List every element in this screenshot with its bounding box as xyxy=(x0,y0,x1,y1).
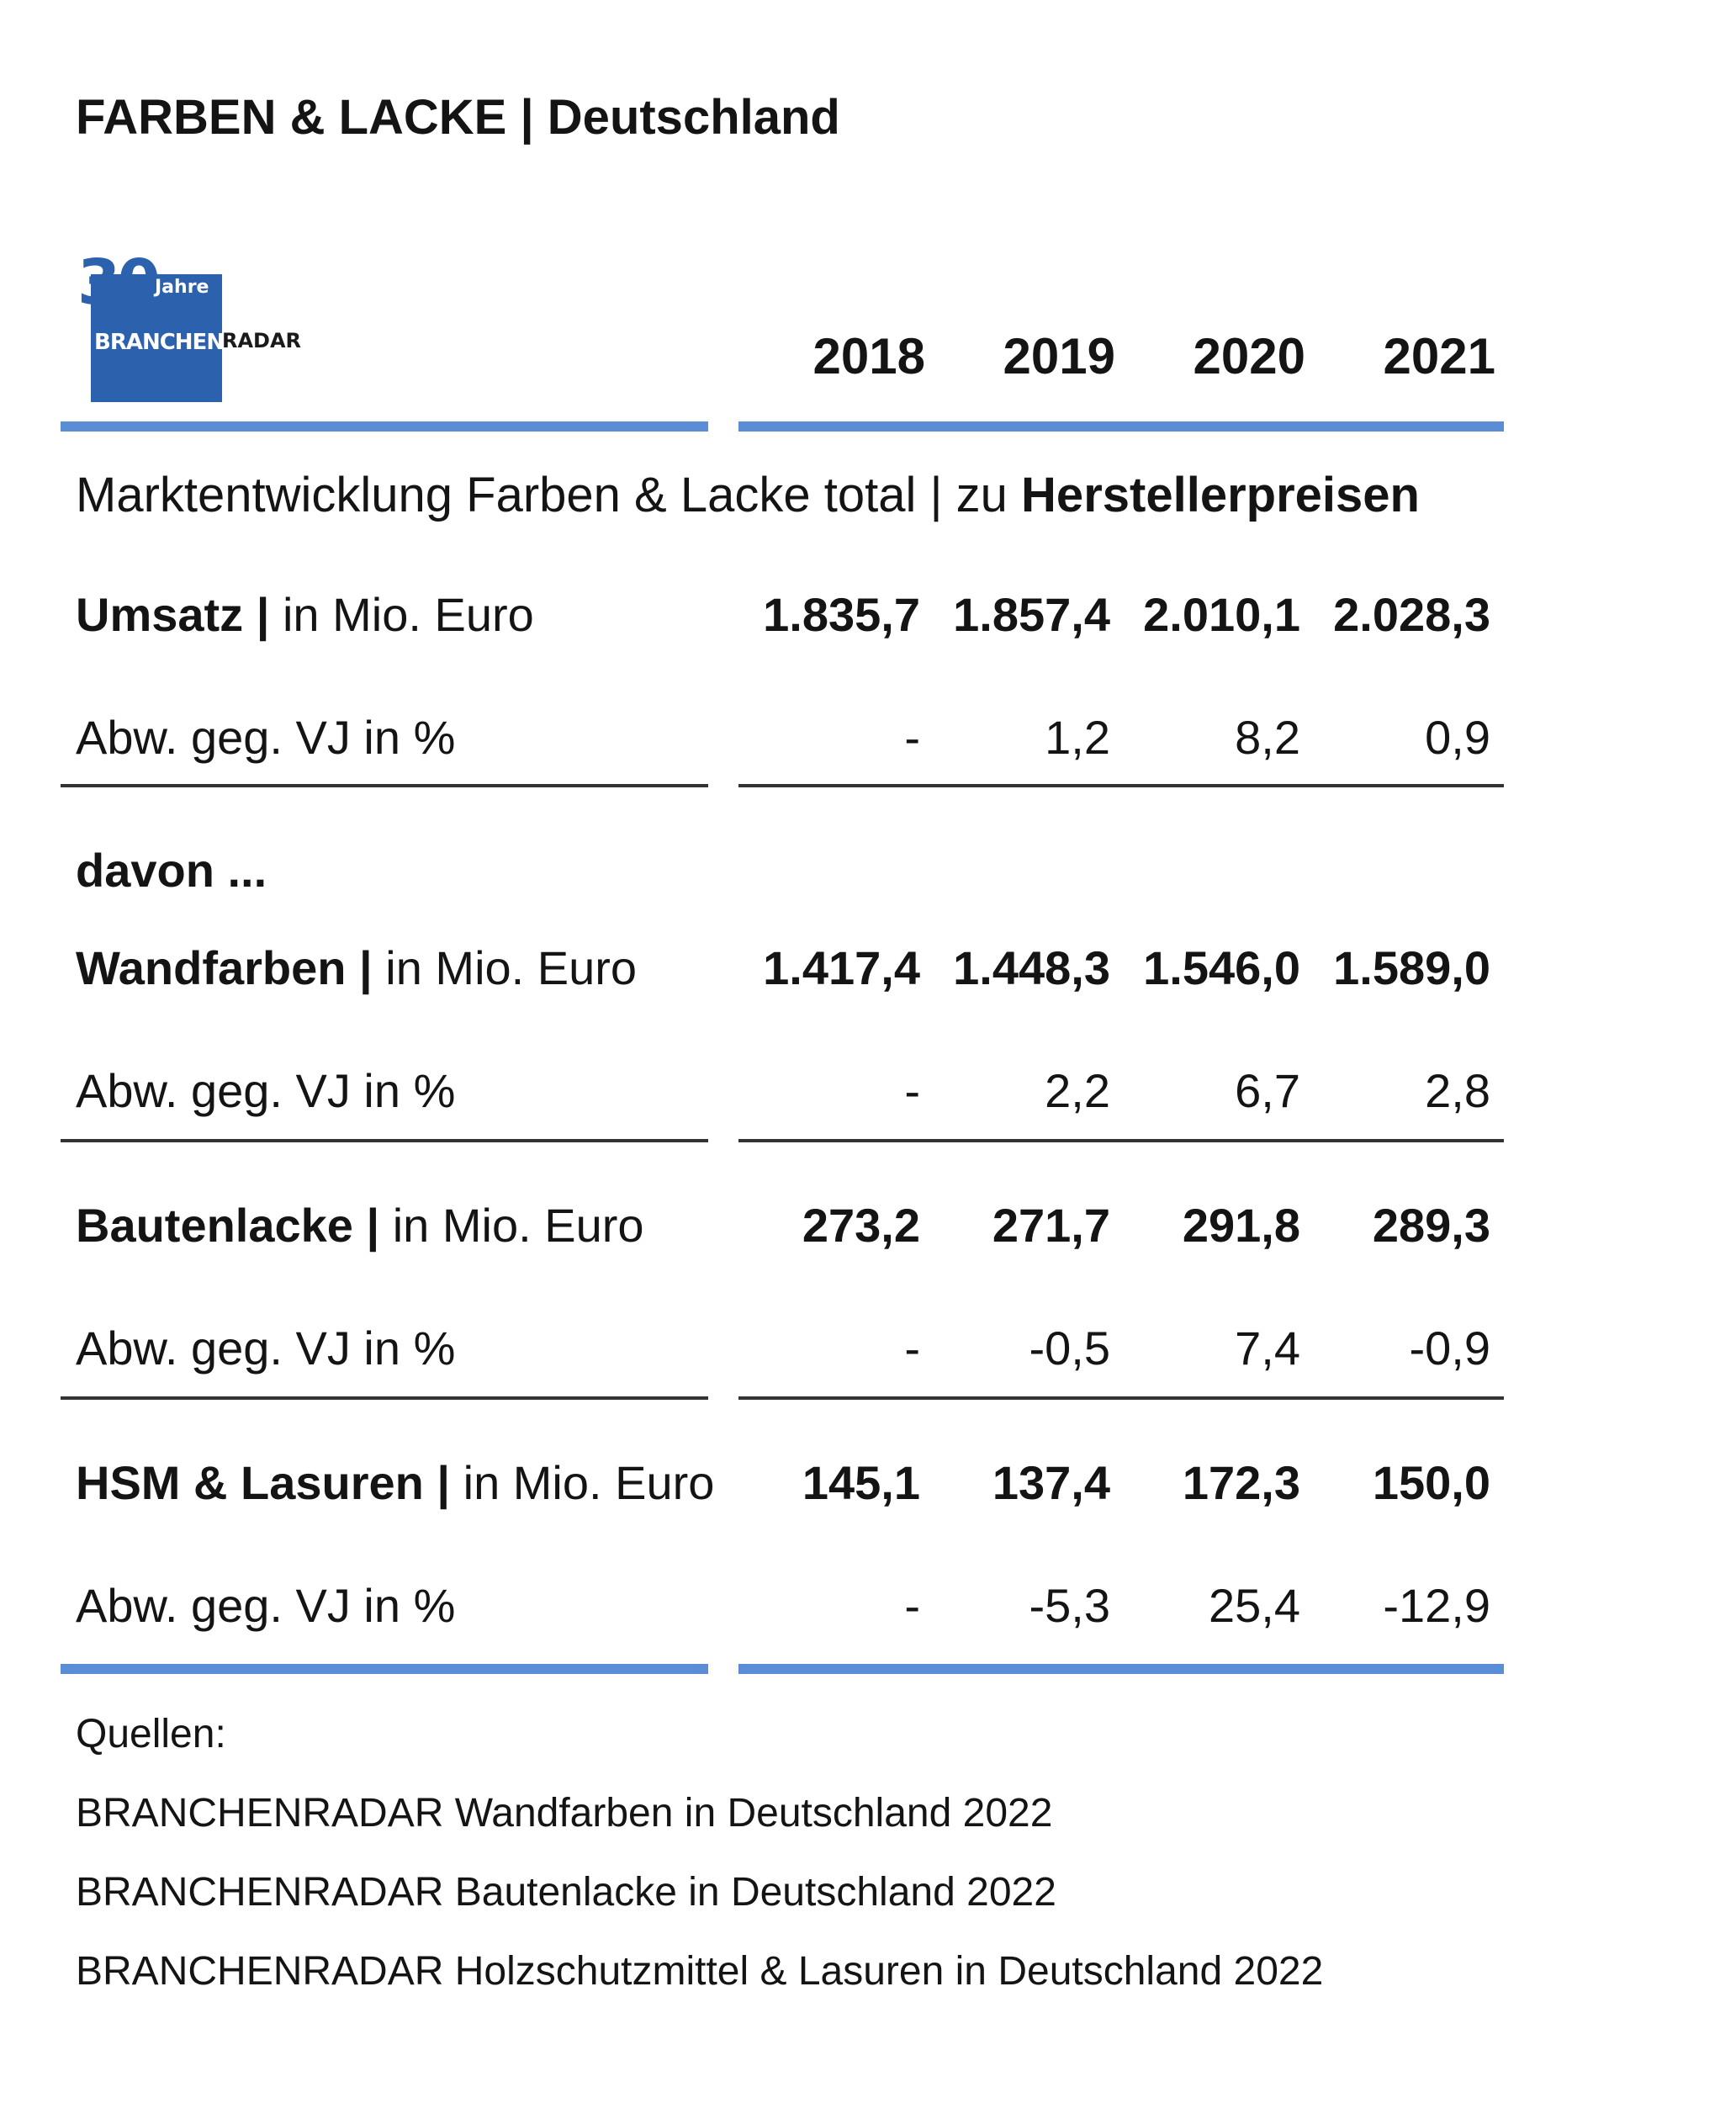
row-label-wandfarben: Wandfarben | in Mio. Euro xyxy=(76,939,637,998)
change-cell: - xyxy=(904,1579,920,1632)
row-label-bold: Bautenlacke | xyxy=(76,1199,380,1252)
year-header-2018: 2018 xyxy=(812,328,925,384)
change-cell: 8,2 xyxy=(1235,711,1300,764)
value-cell: 172,3 xyxy=(1182,1456,1300,1509)
year-header-2021: 2021 xyxy=(1383,328,1495,384)
logo-jahre: Jahre xyxy=(155,277,209,298)
change-cell: -0,5 xyxy=(1029,1322,1111,1375)
source-item: BRANCHENRADAR Holzschutzmittel & Lasuren… xyxy=(76,1949,1324,1994)
value-cell: 1.857,4 xyxy=(953,588,1110,641)
value-cell: 1.589,0 xyxy=(1333,941,1490,994)
change-label: Abw. geg. VJ in % xyxy=(76,711,456,764)
change-cell: - xyxy=(904,1322,920,1375)
value-cell: 271,7 xyxy=(992,1199,1110,1252)
logo-blue-box xyxy=(91,274,222,402)
value-cell: 145,1 xyxy=(802,1456,920,1509)
row-label-bold: HSM & Lasuren | xyxy=(76,1456,451,1509)
value-cell: 1.417,4 xyxy=(763,941,920,994)
change-cell: - xyxy=(904,711,920,764)
source-item: BRANCHENRADAR Wandfarben in Deutschland … xyxy=(76,1791,1053,1835)
value-cell: 289,3 xyxy=(1372,1199,1490,1252)
logo-brand: BRANCHEN xyxy=(94,330,225,355)
change-cell: 2,2 xyxy=(1045,1064,1110,1117)
section-header-bold: Herstellerpreisen xyxy=(1021,468,1420,522)
change-cell: 6,7 xyxy=(1235,1064,1300,1117)
branchenradar-logo: 30 Jahre BRANCHEN RADAR xyxy=(77,246,318,404)
change-cell: 0,9 xyxy=(1425,711,1490,764)
change-cell: 2,8 xyxy=(1425,1064,1490,1117)
change-label: Abw. geg. VJ in % xyxy=(76,1579,456,1632)
source-item: BRANCHENRADAR Bautenlacke in Deutschland… xyxy=(76,1870,1056,1915)
davon-label: davon ... xyxy=(76,844,267,897)
sources-heading: Quellen: xyxy=(76,1712,226,1756)
row-label-unit: in Mio. Euro xyxy=(372,941,638,994)
divider xyxy=(738,1139,1504,1142)
divider xyxy=(61,784,708,787)
row-label-umsatz: Umsatz | in Mio. Euro xyxy=(76,585,534,644)
change-label: Abw. geg. VJ in % xyxy=(76,1064,456,1117)
value-cell: 1.835,7 xyxy=(763,588,920,641)
change-cell: -5,3 xyxy=(1029,1579,1111,1632)
page-title: FARBEN & LACKE | Deutschland xyxy=(76,90,840,145)
top-rule-right xyxy=(738,421,1504,432)
divider xyxy=(738,784,1504,787)
value-cell: 2.028,3 xyxy=(1333,588,1490,641)
row-label-unit: in Mio. Euro xyxy=(379,1199,644,1252)
value-cell: 273,2 xyxy=(802,1199,920,1252)
change-cell: -12,9 xyxy=(1383,1579,1490,1632)
row-label-bold: Umsatz | xyxy=(76,588,270,641)
change-cell: 25,4 xyxy=(1209,1579,1300,1632)
section-header: Marktentwicklung Farben & Lacke total | … xyxy=(76,466,1420,525)
divider xyxy=(61,1396,708,1400)
divider xyxy=(61,1139,708,1142)
value-cell: 291,8 xyxy=(1182,1199,1300,1252)
change-label: Abw. geg. VJ in % xyxy=(76,1322,456,1375)
change-cell: 1,2 xyxy=(1045,711,1110,764)
bottom-rule-right xyxy=(738,1664,1504,1674)
value-cell: 137,4 xyxy=(992,1456,1110,1509)
change-cell: - xyxy=(904,1064,920,1117)
row-label-unit: in Mio. Euro xyxy=(269,588,534,641)
year-header-2019: 2019 xyxy=(1003,328,1115,384)
logo-number: 30 xyxy=(77,246,161,319)
change-cell: 7,4 xyxy=(1235,1322,1300,1375)
row-label-bold: Wandfarben | xyxy=(76,941,373,994)
change-cell: -0,9 xyxy=(1409,1322,1491,1375)
section-header-prefix: Marktentwicklung Farben & Lacke total | … xyxy=(76,468,1022,522)
divider xyxy=(738,1396,1504,1400)
row-label-unit: in Mio. Euro xyxy=(450,1456,715,1509)
value-cell: 2.010,1 xyxy=(1143,588,1300,641)
year-header-2020: 2020 xyxy=(1193,328,1305,384)
value-cell: 150,0 xyxy=(1372,1456,1490,1509)
value-cell: 1.546,0 xyxy=(1143,941,1300,994)
logo-radar: RADAR xyxy=(222,329,302,352)
row-label-bautenlacke: Bautenlacke | in Mio. Euro xyxy=(76,1196,644,1255)
row-label-hsm-lasuren: HSM & Lasuren | in Mio. Euro xyxy=(76,1454,714,1512)
bottom-rule-left xyxy=(61,1664,708,1674)
value-cell: 1.448,3 xyxy=(953,941,1110,994)
top-rule-left xyxy=(61,421,708,432)
